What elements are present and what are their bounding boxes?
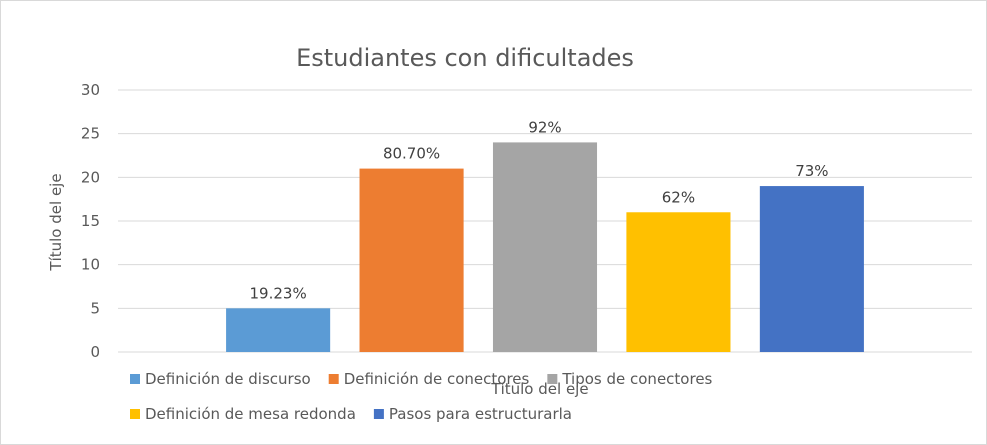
y-axis-title: Título del eje — [47, 173, 65, 271]
legend-swatch — [373, 409, 384, 419]
x-axis-title: Título del eje — [490, 380, 588, 398]
data-label: 62% — [662, 188, 695, 206]
y-tick-label: 20 — [81, 168, 100, 186]
legend-label: Definición de conectores — [344, 370, 530, 388]
legend-label: Definición de discurso — [145, 370, 311, 388]
y-tick-label: 10 — [81, 256, 100, 274]
legend-swatch — [130, 374, 140, 384]
legend-label: Pasos para estructurarla — [389, 405, 572, 423]
y-axis-ticks: 0 5 10 15 20 25 30 — [81, 81, 100, 361]
bar — [359, 168, 464, 352]
legend-label: Tipos de conectores — [561, 370, 712, 388]
y-tick-label: 25 — [81, 125, 100, 143]
legend-label: Definición de mesa redonda — [145, 405, 356, 423]
legend-swatch — [130, 409, 140, 419]
legend-swatch — [547, 374, 558, 384]
bar — [226, 308, 331, 352]
bars — [226, 142, 864, 352]
y-tick-label: 5 — [90, 299, 100, 317]
data-label: 73% — [795, 162, 828, 180]
legend: Definición de discurso Definición de cone… — [130, 370, 713, 423]
y-tick-label: 15 — [81, 212, 100, 230]
bar — [626, 212, 731, 352]
data-labels: 19.23% 80.70% 92% 62% 73% — [250, 118, 829, 302]
bar — [759, 186, 864, 352]
y-tick-label: 30 — [81, 81, 100, 99]
data-label: 80.70% — [383, 145, 440, 163]
legend-swatch — [328, 374, 339, 384]
data-label: 19.23% — [250, 284, 307, 302]
chart-title: Estudiantes con dificultades — [296, 44, 634, 72]
bar — [492, 142, 598, 352]
y-tick-label: 0 — [90, 343, 100, 361]
data-label: 92% — [528, 118, 561, 136]
